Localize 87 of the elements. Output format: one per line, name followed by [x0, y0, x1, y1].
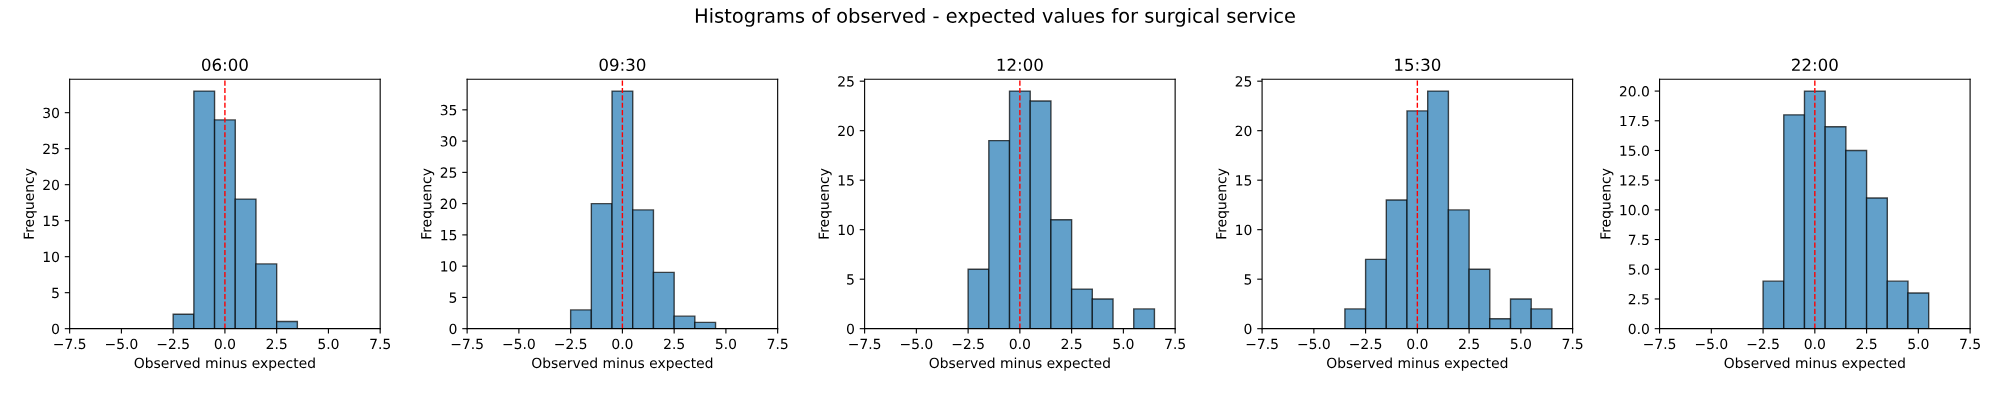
x-axis-title: Observed minus expected	[929, 357, 1110, 371]
x-tick-label: 0.0	[1407, 338, 1428, 350]
y-axis-title: Frequency	[818, 168, 832, 239]
y-tick-label: 30	[440, 136, 457, 147]
y-tick-label: 25	[440, 167, 457, 178]
x-tick-label: 7.5	[767, 338, 788, 350]
y-tick-label: 0	[52, 323, 60, 335]
x-tick-label: −7.5	[54, 338, 86, 350]
x-tick-label: −5.0	[503, 338, 535, 350]
chart-title: 22:00	[1792, 58, 1838, 72]
x-axis-title: Observed minus expected	[532, 357, 713, 371]
y-tick-label: 20	[838, 125, 854, 137]
x-tick-label: −7.5	[1644, 338, 1676, 350]
y-tick-label: 10	[838, 224, 854, 236]
y-tick-label: 20.0	[1619, 86, 1649, 97]
y-tick-label: 5	[847, 274, 854, 285]
y-axis-title: Frequency	[1216, 168, 1230, 239]
x-axis-title: Observed minus expected	[134, 357, 315, 371]
y-tick-label: 15	[43, 215, 59, 227]
y-tick-label: 10	[1236, 224, 1252, 236]
x-tick-label: 2.5	[1459, 338, 1479, 350]
x-tick-label: −2.5	[1350, 338, 1382, 350]
y-tick-label: 0.0	[1628, 323, 1649, 335]
y-tick-label: 25	[1235, 76, 1252, 87]
y-tick-label: 10.0	[1620, 204, 1649, 216]
y-tick-label: 0	[449, 323, 457, 335]
y-tick-label: 17.5	[1620, 115, 1649, 127]
x-tick-label: −5.0	[1695, 338, 1728, 350]
x-tick-label: 7.5	[370, 338, 391, 350]
x-tick-label: 5.0	[1510, 338, 1531, 350]
chart-title: 09:30	[599, 58, 646, 72]
y-tick-label: 10	[43, 251, 60, 263]
y-tick-label: 5	[449, 292, 457, 303]
chart-title: 15:30	[1395, 58, 1441, 72]
x-tick-label: 0.0	[1804, 338, 1825, 350]
x-tick-label: −7.5	[1246, 338, 1278, 350]
x-tick-label: 2.5	[1856, 338, 1877, 350]
y-tick-label: 5	[52, 287, 59, 299]
y-tick-label: 10	[441, 261, 457, 272]
x-tick-label: −2.5	[555, 338, 587, 350]
x-tick-label: 7.5	[1960, 338, 1980, 350]
y-tick-label: 15	[838, 175, 854, 186]
x-tick-label: −5.0	[900, 338, 933, 350]
x-tick-label: −5.0	[1298, 338, 1330, 350]
y-tick-label: 20	[1235, 125, 1252, 137]
y-tick-label: 7.5	[1628, 234, 1649, 246]
x-tick-label: −2.5	[952, 338, 984, 350]
x-tick-label: −7.5	[849, 338, 881, 350]
x-tick-label: −2.5	[157, 338, 189, 350]
y-tick-label: 30	[43, 107, 60, 119]
x-tick-label: 2.5	[266, 338, 287, 350]
x-tick-label: 5.0	[1113, 338, 1134, 350]
x-axis-title: Observed minus expected	[1327, 357, 1508, 371]
x-tick-label: 7.5	[1562, 338, 1583, 350]
text: Histograms of observed - expected values for surgical service	[695, 7, 1295, 27]
x-tick-label: 2.5	[664, 338, 684, 350]
y-tick-label: 15	[1236, 175, 1252, 186]
x-tick-label: 0.0	[1009, 338, 1030, 350]
y-axis-title: Frequency	[421, 168, 435, 239]
x-tick-label: 7.5	[1165, 338, 1185, 350]
y-tick-label: 20	[43, 179, 60, 191]
y-tick-label: 20	[440, 198, 457, 210]
x-tick-label: 5.0	[318, 338, 339, 350]
x-tick-label: 0.0	[612, 338, 633, 350]
y-tick-label: 0	[846, 323, 854, 335]
y-tick-label: 5	[1244, 274, 1252, 285]
x-tick-label: −7.5	[451, 338, 483, 350]
y-tick-label: 25	[838, 76, 854, 87]
x-tick-label: 2.5	[1061, 338, 1082, 350]
x-tick-label: 0.0	[214, 338, 236, 350]
y-tick-label: 15	[441, 230, 457, 241]
y-tick-label: 35	[440, 104, 457, 116]
y-axis-title: Frequency	[1600, 168, 1614, 239]
y-tick-label: 25	[43, 143, 59, 155]
y-tick-label: 12.5	[1620, 175, 1649, 186]
x-tick-label: 5.0	[1908, 338, 1929, 350]
chart-title: 12:00	[997, 58, 1043, 72]
y-axis-title: Frequency	[23, 168, 37, 239]
y-tick-label: 15.0	[1620, 145, 1649, 156]
y-tick-label: 0	[1244, 323, 1252, 335]
x-tick-label: −2.5	[1747, 338, 1779, 350]
x-axis-title: Observed minus expected	[1724, 357, 1905, 371]
x-tick-label: 5.0	[715, 338, 737, 350]
y-tick-label: 2.5	[1628, 293, 1649, 305]
y-tick-label: 5.0	[1628, 264, 1649, 275]
chart-title: 06:00	[202, 58, 248, 72]
x-tick-label: −5.0	[106, 338, 138, 350]
